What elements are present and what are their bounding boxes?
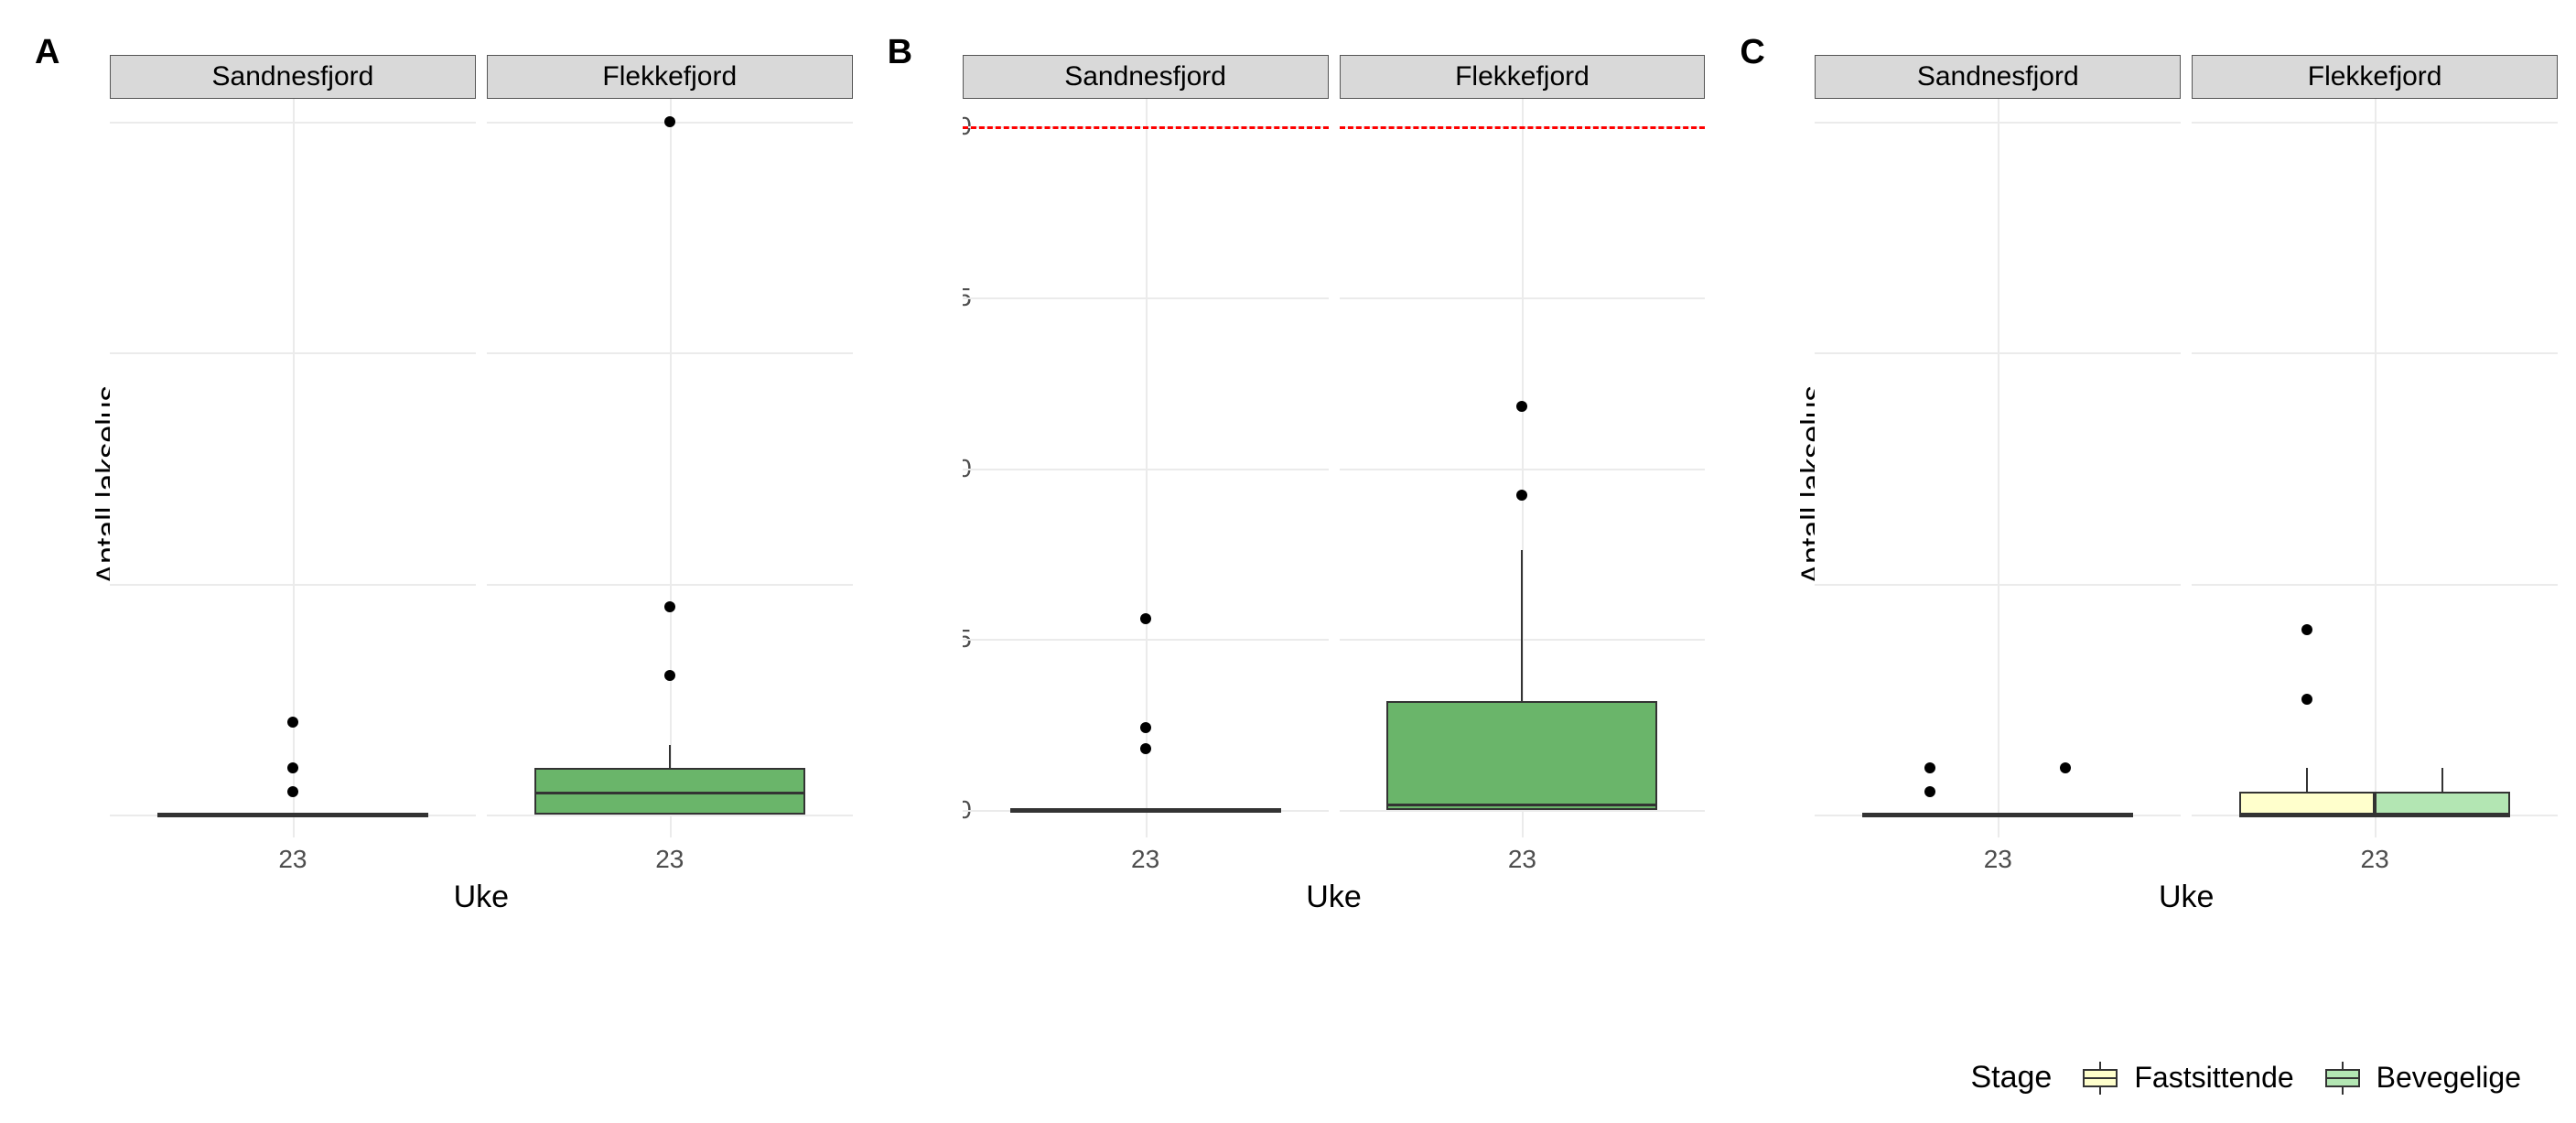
outlier-point xyxy=(1924,786,1935,797)
facets-B: Sandnesfjord 0.0000.0250.0500.0750.100 F… xyxy=(963,55,1706,837)
legend-title: Stage xyxy=(1970,1060,2052,1096)
boxplot-median xyxy=(157,815,428,817)
panel-letter-B: B xyxy=(888,33,912,72)
outlier-point xyxy=(1140,722,1151,733)
boxplot-median xyxy=(1862,815,1998,817)
facet-strip: Flekkefjord xyxy=(2192,55,2558,99)
facet-strip: Sandnesfjord xyxy=(1815,55,2181,99)
x-ticks-C: 23 23 xyxy=(1815,837,2558,874)
x-tick: 23 xyxy=(1340,837,1706,874)
boxplot-median xyxy=(534,792,805,794)
x-tick: 23 xyxy=(1815,837,2181,874)
outlier-point xyxy=(287,717,298,728)
outlier-point xyxy=(1140,743,1151,754)
boxplot-box xyxy=(1386,701,1657,811)
legend-label: Bevegelige xyxy=(2377,1061,2521,1095)
outlier-point xyxy=(2301,624,2312,635)
panel-C: C Antall lakselus Sandnesfjord 0102030 F… xyxy=(1714,18,2567,970)
panel-A: A Antall lakselus Sandnesfjord 0102030 F… xyxy=(9,18,862,970)
outlier-point xyxy=(287,786,298,797)
facet-B-0: Sandnesfjord 0.0000.0250.0500.0750.100 xyxy=(963,55,1329,837)
facet-C-1: Flekkefjord xyxy=(2192,55,2558,837)
outlier-point xyxy=(664,116,675,127)
legend-item-bevegelige: Bevegelige xyxy=(2320,1061,2521,1095)
facet-strip: Flekkefjord xyxy=(1340,55,1706,99)
boxplot-median xyxy=(1010,810,1281,813)
outlier-point xyxy=(1516,490,1527,501)
facet-B-1: Flekkefjord xyxy=(1340,55,1706,837)
facets-C: Sandnesfjord 0102030 Flekkefjord xyxy=(1815,55,2558,837)
legend-label: Fastsittende xyxy=(2134,1061,2293,1095)
facet-strip: Sandnesfjord xyxy=(963,55,1329,99)
plot-region-B: Relativ intensitet (lus/gr) Sandnesfjord… xyxy=(963,55,1706,915)
facet-body: 0102030 xyxy=(110,99,476,837)
boxplot-box xyxy=(2375,792,2510,815)
x-tick: 23 xyxy=(2192,837,2558,874)
outlier-point xyxy=(1516,401,1527,412)
panel-letter-A: A xyxy=(35,33,59,72)
facet-body xyxy=(487,99,853,837)
outlier-point xyxy=(1924,762,1935,773)
facet-A-0: Sandnesfjord 0102030 xyxy=(110,55,476,837)
facet-C-0: Sandnesfjord 0102030 xyxy=(1815,55,2181,837)
panel-B: B Relativ intensitet (lus/gr) Sandnesfjo… xyxy=(862,18,1715,970)
x-title-B: Uke xyxy=(963,874,1706,915)
outlier-point xyxy=(1140,613,1151,624)
legend: Stage Fastsittende Bevegelige xyxy=(1970,1060,2521,1096)
legend-item-fastsittende: Fastsittende xyxy=(2077,1061,2293,1095)
facet-body xyxy=(2192,99,2558,837)
panel-letter-C: C xyxy=(1740,33,1764,72)
x-ticks-B: 23 23 xyxy=(963,837,1706,874)
facets-A: Sandnesfjord 0102030 Flekkefjord xyxy=(110,55,853,837)
facet-A-1: Flekkefjord xyxy=(487,55,853,837)
plot-region-A: Antall lakselus Sandnesfjord 0102030 Fle… xyxy=(110,55,853,915)
chart-container: A Antall lakselus Sandnesfjord 0102030 F… xyxy=(0,0,2576,979)
facet-strip: Flekkefjord xyxy=(487,55,853,99)
x-tick: 23 xyxy=(487,837,853,874)
facet-body: 0102030 xyxy=(1815,99,2181,837)
boxplot-median xyxy=(2375,815,2510,817)
facet-body: 0.0000.0250.0500.0750.100 xyxy=(963,99,1329,837)
x-tick: 23 xyxy=(110,837,476,874)
boxplot-median xyxy=(2239,815,2375,817)
outlier-point xyxy=(2301,694,2312,705)
plot-region-C: Antall lakselus Sandnesfjord 0102030 Fle… xyxy=(1815,55,2558,915)
facet-strip: Sandnesfjord xyxy=(110,55,476,99)
legend-key-icon xyxy=(2077,1062,2123,1095)
x-ticks-A: 23 23 xyxy=(110,837,853,874)
legend-key-icon xyxy=(2320,1062,2366,1095)
outlier-point xyxy=(287,762,298,773)
x-title-A: Uke xyxy=(110,874,853,915)
x-tick: 23 xyxy=(963,837,1329,874)
outlier-point xyxy=(664,670,675,681)
boxplot-box xyxy=(2239,792,2375,815)
boxplot-median xyxy=(1998,815,2133,817)
x-title-C: Uke xyxy=(1815,874,2558,915)
outlier-point xyxy=(664,601,675,612)
outlier-point xyxy=(2060,762,2071,773)
facet-body xyxy=(1340,99,1706,837)
boxplot-median xyxy=(1386,804,1657,806)
